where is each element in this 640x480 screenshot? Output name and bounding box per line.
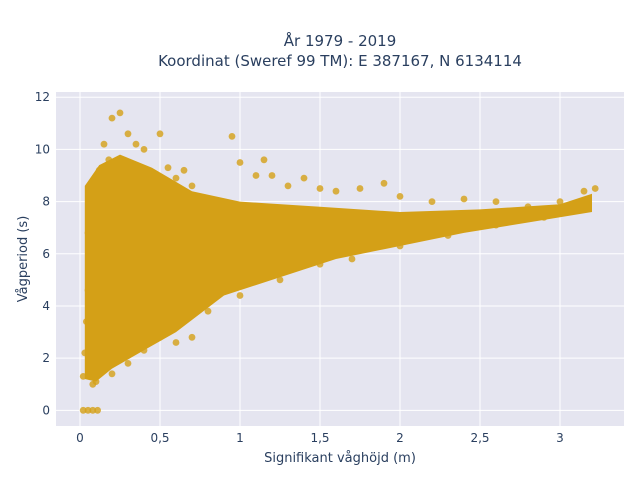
data-point [268,172,276,179]
data-point [228,133,236,140]
data-point [460,195,468,203]
data-point [84,406,92,414]
x-tick-label: 1,5 [310,431,329,445]
x-tick-labels: 0 0,5 1 1,5 2 2,5 3 [76,431,564,445]
data-point [236,159,244,166]
data-point [396,193,404,200]
x-tick-label: 1 [236,431,244,445]
y-tick-labels: 0 2 4 6 8 10 12 [35,90,50,417]
data-point [316,185,324,192]
data-point [591,185,599,192]
data-point [252,172,260,179]
data-point [356,185,364,192]
y-tick-label: 4 [42,299,50,313]
x-axis-title: Signifikant våghöjd (m) [264,451,416,466]
data-point [172,339,180,346]
data-point [556,198,564,206]
data-point [100,140,108,148]
data-point [188,182,196,190]
y-tick-label: 8 [42,195,50,209]
data-point [124,130,132,138]
y-tick-label: 6 [42,247,50,261]
y-tick-label: 12 [35,90,50,104]
data-point [132,140,140,148]
data-point [156,130,164,138]
chart-title-line-2: Koordinat (Sweref 99 TM): E 387167, N 61… [158,52,522,70]
data-point [116,109,124,117]
y-tick-label: 10 [35,142,50,156]
x-tick-label: 2,5 [470,431,489,445]
x-tick-label: 3 [556,431,564,445]
data-point [94,406,101,414]
data-point [204,307,212,315]
data-point [332,187,340,195]
data-point [172,174,180,182]
chart-title-line-1: År 1979 - 2019 [284,31,397,50]
data-point [140,146,148,153]
y-axis-title: Vågperiod (s) [16,216,31,303]
data-point [79,406,87,414]
data-point [580,187,588,195]
data-point [108,114,116,122]
data-point [124,360,132,367]
data-point [492,198,500,206]
y-tick-label: 0 [42,403,50,417]
data-point [380,179,388,187]
data-point [276,276,284,284]
data-point [188,333,196,341]
data-point [164,164,172,172]
y-tick-label: 2 [42,351,50,365]
point-band [84,154,593,382]
data-point [284,182,292,190]
data-point [428,198,436,206]
data-point [348,255,356,263]
data-point [180,166,188,174]
x-tick-label: 0,5 [150,431,169,445]
x-tick-label: 0 [76,431,84,445]
data-point [108,370,116,378]
data-point [260,156,268,164]
data-point [236,292,244,299]
data-point [89,406,97,414]
data-point [300,174,308,182]
dense-point-band [84,154,593,382]
x-tick-label: 2 [396,431,404,445]
